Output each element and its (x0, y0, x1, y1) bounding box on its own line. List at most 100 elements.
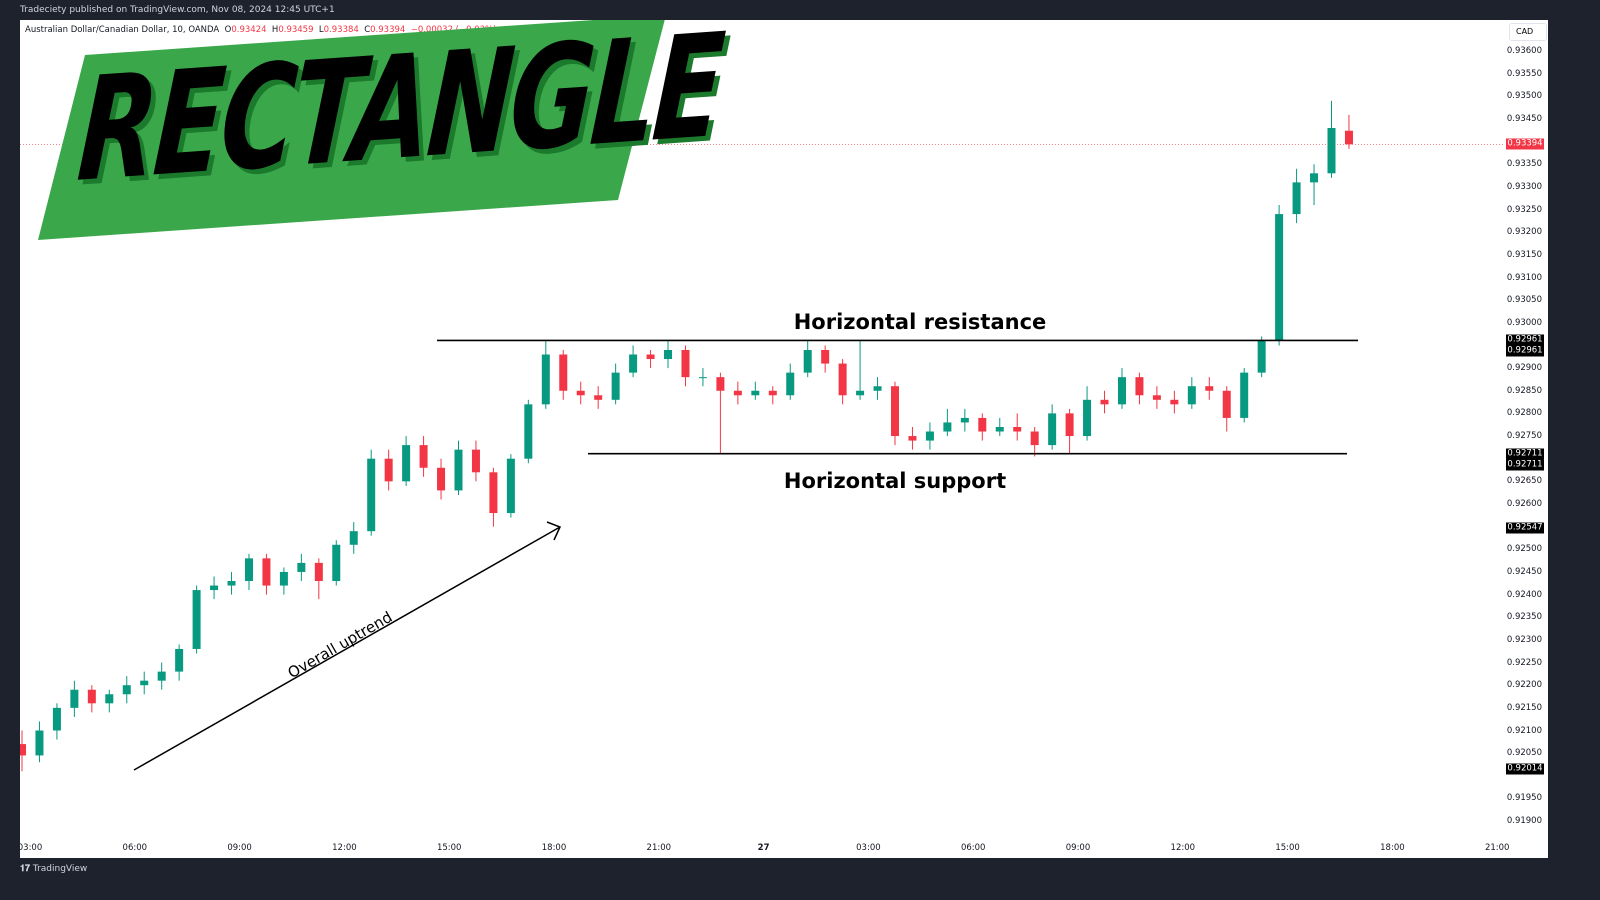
candle-body (210, 585, 219, 591)
time-tick: 06:00 (960, 843, 986, 853)
candle-body (891, 386, 899, 437)
candle-body (244, 558, 253, 582)
candle-body (1117, 377, 1126, 405)
candle-body (594, 395, 603, 400)
price-tick: 0.92200 (1506, 680, 1542, 691)
candle-body (646, 354, 655, 360)
low-label: L (318, 25, 324, 35)
candle-body (733, 390, 742, 396)
time-tick: 18:00 (541, 843, 567, 853)
candle-body (943, 422, 952, 432)
price-tick: 0.93150 (1506, 249, 1542, 260)
currency-button[interactable]: CAD (1509, 23, 1547, 41)
price-tick: 0.92350 (1506, 612, 1542, 623)
time-tick: 03:00 (20, 843, 43, 853)
candle-body (1170, 399, 1179, 405)
price-label-support-a: 0.92711 (1506, 448, 1544, 460)
candle-body (786, 372, 795, 396)
candle-body (367, 458, 376, 532)
candle-body (838, 363, 847, 396)
time-tick: 03:00 (856, 843, 881, 853)
banner-shape (38, 20, 665, 240)
uptrend-arrow (133, 526, 561, 771)
candle-body (262, 558, 271, 586)
candle-body (157, 671, 166, 681)
candle-body (122, 685, 131, 695)
tradingview-logo[interactable]: 𝟏𝟕 TradingView (20, 864, 87, 874)
price-tick: 0.92900 (1506, 363, 1542, 374)
close-label: C (364, 25, 371, 35)
candle-body (105, 694, 114, 704)
price-label-resistance-b: 0.92961 (1506, 345, 1544, 357)
candle-body (279, 571, 288, 586)
price-tick: 0.92250 (1506, 657, 1542, 668)
candlestick-plot[interactable] (20, 20, 1505, 858)
chart-area[interactable]: Australian Dollar/Canadian Dollar, 10, O… (20, 20, 1548, 858)
candle-body (402, 445, 411, 482)
candle-body (419, 445, 428, 468)
resistance-label: Horizontal resistance (793, 310, 1047, 334)
candle-body (768, 390, 777, 396)
candle-body (454, 449, 463, 491)
price-axis[interactable]: 0.93600 0.93550 0.93500 0.93450 0.93350 0.933… (1505, 20, 1548, 858)
candle-body (1048, 413, 1057, 446)
candle-body (1013, 426, 1022, 432)
price-label-resistance-a: 0.92961 (1506, 334, 1544, 346)
candle-body (349, 531, 358, 545)
price-tick: 0.93350 (1506, 159, 1542, 170)
time-axis[interactable]: 03:00 06:00 09:00 12:00 15:00 18:00 21:00 27 03:… (20, 838, 1509, 858)
price-tick: 0.92050 (1506, 748, 1542, 759)
logo-icon: 𝟏𝟕 (20, 864, 31, 874)
price-tick: 0.93600 (1506, 46, 1542, 56)
candle-body (1187, 386, 1196, 405)
price-label-last: 0.93394 (1506, 138, 1544, 150)
price-tick: 0.92600 (1506, 499, 1542, 509)
candle-body (664, 349, 673, 360)
candle-body (873, 386, 882, 391)
time-tick: 15:00 (436, 843, 462, 853)
price-tick: 0.93550 (1506, 68, 1542, 79)
candle-body (681, 349, 690, 378)
candle-body (1257, 340, 1266, 373)
candle-body (140, 680, 149, 686)
price-tick: 0.92850 (1506, 385, 1542, 396)
candle-body (489, 472, 498, 514)
time-tick: 27 (757, 843, 770, 853)
candle-body (506, 458, 515, 514)
candle-body (1152, 395, 1161, 400)
candle-body (925, 431, 934, 441)
candle-body (437, 467, 446, 491)
candle-body (1344, 130, 1353, 145)
open-value: 0.93424 (231, 25, 267, 35)
open-label: O (224, 25, 232, 35)
candle-body (611, 372, 620, 400)
high-value: 0.93459 (278, 25, 314, 35)
candle-body (1065, 413, 1074, 437)
low-value: 0.93384 (323, 25, 359, 35)
candle-body (192, 590, 201, 649)
candle-body (908, 436, 917, 441)
candle-body (978, 417, 987, 432)
brand-name: TradingView (32, 864, 88, 874)
price-tick: 0.92150 (1506, 702, 1542, 713)
price-tick: 0.92650 (1506, 476, 1542, 487)
candle-body (541, 354, 550, 405)
time-tick: 09:00 (227, 843, 252, 853)
candle-body (698, 377, 707, 379)
candle-body (1100, 399, 1109, 405)
price-tick: 0.91900 (1506, 816, 1542, 827)
candle-body (87, 689, 96, 704)
candle-body (20, 744, 26, 756)
candle-body (821, 349, 830, 364)
price-tick: 0.92750 (1506, 431, 1542, 442)
candle-body (297, 562, 306, 572)
high-label: H (271, 25, 279, 35)
rectangle-banner: RECTANGLE (20, 20, 726, 280)
candle-body (1292, 182, 1301, 215)
time-tick: 12:00 (1170, 843, 1196, 853)
candle-body (960, 417, 969, 423)
candle-body (70, 689, 79, 708)
price-tick: 0.93100 (1506, 272, 1542, 283)
time-tick: 21:00 (646, 843, 672, 853)
candle-body (35, 730, 44, 756)
